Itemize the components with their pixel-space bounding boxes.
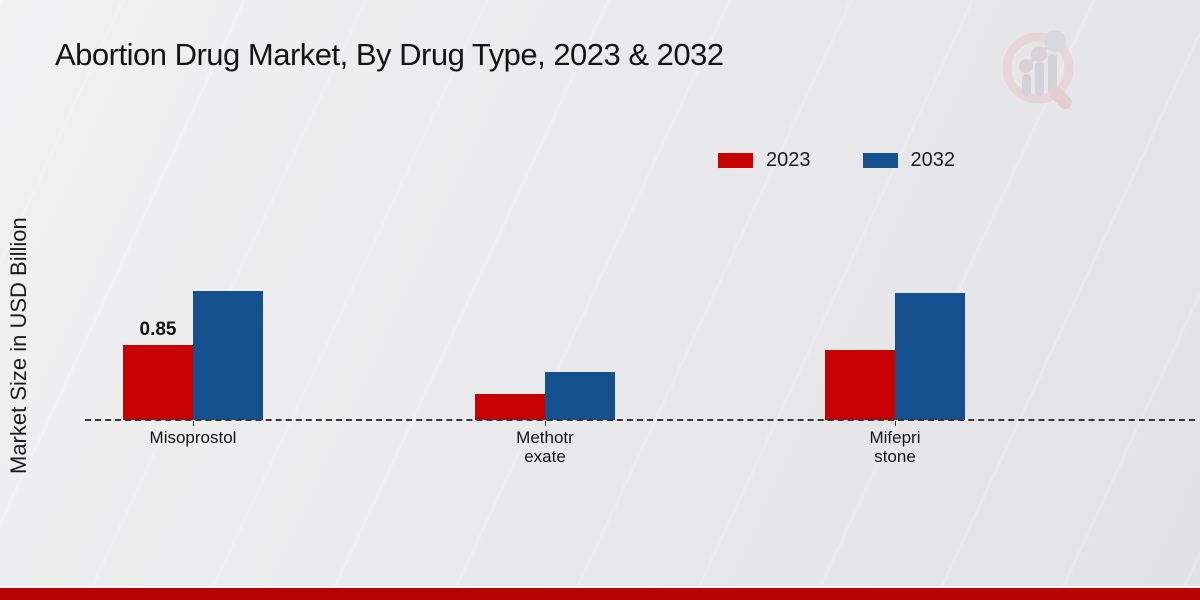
legend-label-2023: 2023: [766, 149, 811, 171]
bar-2032-methotrexate: [545, 372, 615, 420]
bar-value-label-2023-misoprostol: 0.85: [139, 319, 177, 340]
x-axis-tick-methotrexate: [545, 421, 546, 426]
category-label-mifepristone: Mifepri stone: [869, 428, 921, 466]
legend-swatch-2032: [862, 153, 898, 168]
chart-title: Abortion Drug Market, By Drug Type, 2023…: [55, 37, 724, 72]
y-axis-label: Market Size in USD Billion: [6, 217, 31, 475]
legend: 2023 2032: [718, 149, 955, 172]
bar-2032-mifepristone: [895, 293, 965, 420]
footer-red-band: [0, 588, 1200, 600]
category-label-misoprostol: Misoprostol: [149, 428, 237, 447]
x-axis-tick-misoprostol: [193, 421, 194, 426]
legend-item-2023: 2023: [718, 149, 811, 172]
bar-2023-mifepristone: [825, 350, 895, 420]
footer-divider: [0, 586, 1200, 588]
bar-2023-misoprostol: 0.85: [123, 319, 193, 420]
bar-2023-methotrexate: [475, 394, 545, 420]
x-axis-baseline: [85, 419, 1195, 421]
legend-item-2032: 2032: [862, 149, 956, 172]
x-axis-tick-mifepristone: [895, 421, 896, 426]
magnifier-bar-chart-logo-icon: [1002, 30, 1074, 110]
legend-label-2032: 2032: [910, 149, 956, 171]
legend-swatch-2023: [718, 153, 753, 168]
category-label-methotrexate: Methotr exate: [516, 428, 574, 466]
bar-2032-misoprostol: [193, 291, 263, 420]
plot-area: 0.85 Misoprostol Methotr exate Mifepri stone: [85, 0, 1195, 600]
